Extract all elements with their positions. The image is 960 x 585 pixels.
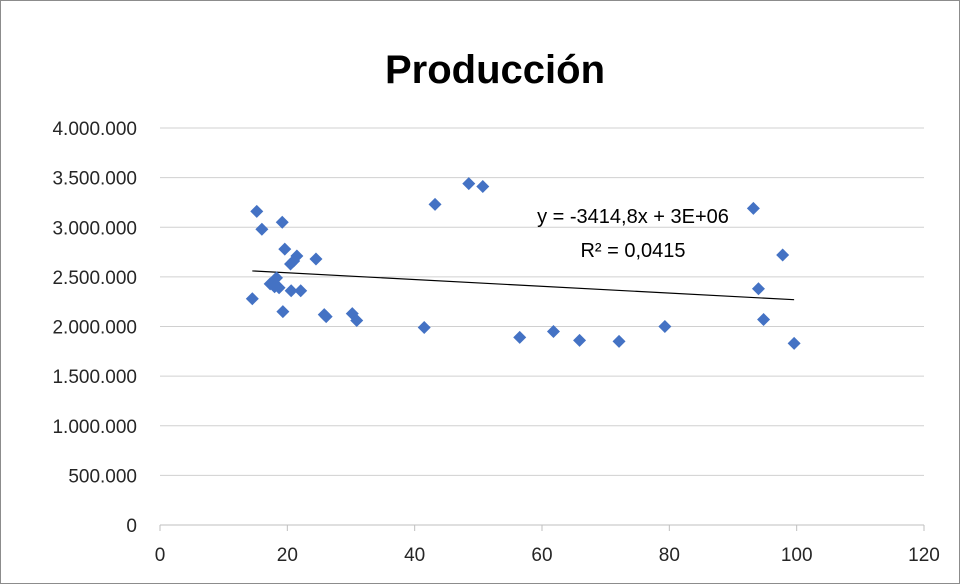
data-point bbox=[776, 248, 790, 262]
y-tick-labels: 0 500.000 1.000.000 1.500.000 2.000.000 2.500… bbox=[52, 119, 137, 537]
y-tick-label: 0 bbox=[126, 516, 137, 537]
data-point bbox=[294, 284, 308, 298]
data-point bbox=[270, 271, 284, 285]
data-point bbox=[319, 310, 333, 324]
trendline-layer bbox=[252, 270, 795, 301]
data-point bbox=[573, 333, 587, 347]
x-tick-label: 60 bbox=[531, 545, 552, 566]
data-point bbox=[612, 334, 626, 348]
gridlines bbox=[160, 127, 924, 476]
y-tick-label: 2.000.000 bbox=[52, 318, 137, 339]
data-point bbox=[350, 314, 364, 328]
data-point bbox=[751, 282, 765, 296]
data-point bbox=[513, 330, 527, 344]
y-tick-label: 500.000 bbox=[68, 466, 137, 487]
trendline bbox=[252, 270, 795, 301]
data-point bbox=[787, 336, 801, 350]
data-point bbox=[658, 320, 672, 333]
axes bbox=[159, 524, 925, 531]
y-tick-label: 2.500.000 bbox=[52, 268, 137, 289]
data-point bbox=[309, 252, 323, 266]
x-tick-label: 40 bbox=[404, 545, 425, 566]
data-point bbox=[417, 320, 431, 334]
data-point bbox=[250, 204, 264, 218]
data-point bbox=[546, 324, 560, 338]
data-points bbox=[245, 177, 801, 350]
x-tick-labels: 0 20 40 60 80 100 120 bbox=[155, 545, 940, 566]
data-point bbox=[757, 313, 771, 327]
y-tick-label: 4.000.000 bbox=[52, 119, 137, 140]
data-point bbox=[276, 305, 290, 319]
y-tick-label: 1.000.000 bbox=[52, 417, 137, 438]
x-tick-label: 20 bbox=[277, 545, 298, 566]
chart-title: Producción bbox=[385, 48, 605, 92]
y-tick-label: 3.500.000 bbox=[52, 169, 137, 190]
data-point bbox=[290, 249, 304, 263]
data-point bbox=[245, 292, 259, 306]
y-tick-label: 3.000.000 bbox=[52, 218, 137, 239]
x-tick-label: 100 bbox=[781, 545, 813, 566]
data-point bbox=[278, 242, 292, 256]
data-point bbox=[746, 201, 760, 215]
data-point bbox=[462, 177, 476, 191]
y-tick-label: 1.500.000 bbox=[52, 367, 137, 388]
data-point bbox=[275, 215, 289, 229]
x-tick-label: 0 bbox=[155, 545, 166, 566]
data-point bbox=[428, 197, 442, 211]
data-point bbox=[272, 281, 286, 295]
trendline-equation: y = -3414,8x + 3E+06 bbox=[537, 206, 729, 228]
data-point bbox=[255, 222, 269, 236]
trendline-r-squared: R² = 0,0415 bbox=[580, 240, 685, 262]
x-tick-label: 80 bbox=[659, 545, 680, 566]
data-point bbox=[476, 180, 490, 194]
data-point bbox=[284, 284, 298, 298]
x-tick-label: 120 bbox=[908, 545, 940, 566]
